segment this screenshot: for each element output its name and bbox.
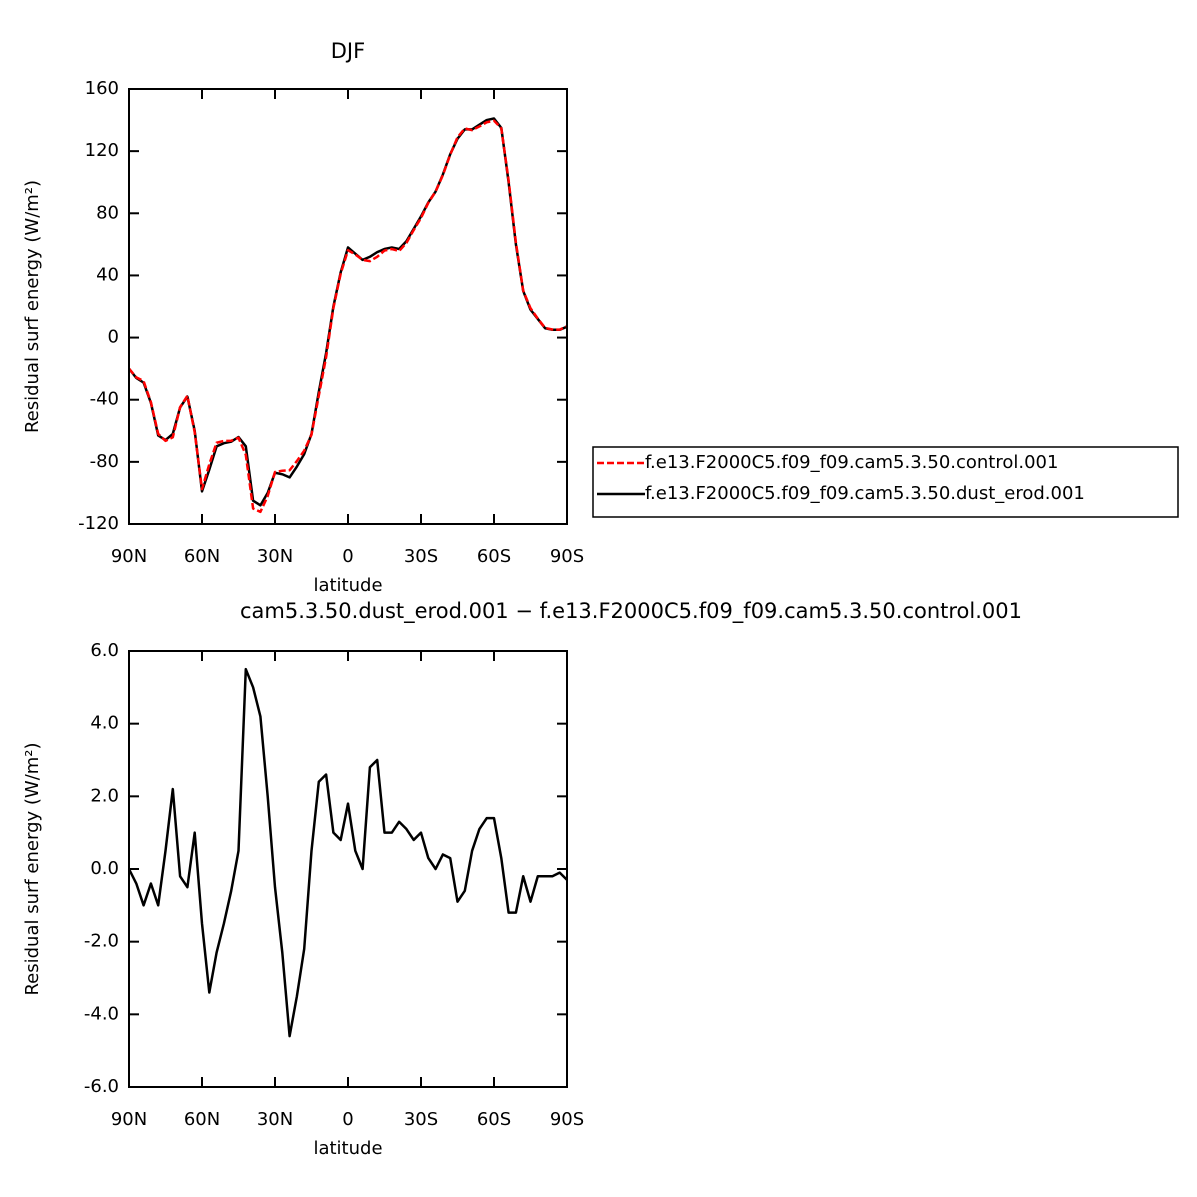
legend-box bbox=[592, 446, 1179, 518]
y-tick-label: -6.0 bbox=[84, 1076, 119, 1097]
x-tick-label: 90N bbox=[111, 546, 147, 567]
x-tick-label: 60S bbox=[477, 1109, 511, 1130]
data-line bbox=[127, 667, 568, 1038]
y-axis-label: Residual surf energy (W/m²) bbox=[22, 180, 43, 433]
y-tick-label: 2.0 bbox=[90, 785, 119, 806]
x-tick-label: 0 bbox=[342, 1109, 353, 1130]
x-tick-label: 60N bbox=[184, 546, 220, 567]
legend-label: f.e13.F2000C5.f09_f09.cam5.3.50.control.… bbox=[645, 452, 1058, 473]
plot-frame bbox=[128, 88, 568, 525]
x-tick-label: 90N bbox=[111, 1109, 147, 1130]
data-line bbox=[128, 117, 568, 507]
x-tick-label: 30S bbox=[404, 546, 438, 567]
y-tick-label: -4.0 bbox=[84, 1003, 119, 1024]
x-tick-label: 30N bbox=[257, 1109, 293, 1130]
chart-title: cam5.3.50.dust_erod.001 − f.e13.F2000C5.… bbox=[240, 599, 1022, 624]
x-tick-label: 0 bbox=[342, 546, 353, 567]
y-tick-label: 120 bbox=[85, 140, 119, 161]
x-axis-label: latitude bbox=[313, 1138, 382, 1159]
y-tick-label: -2.0 bbox=[84, 931, 119, 952]
y-axis-label: Residual surf energy (W/m²) bbox=[22, 742, 43, 995]
y-tick-label: 40 bbox=[96, 264, 119, 285]
x-tick-label: 30S bbox=[404, 1109, 438, 1130]
data-line bbox=[128, 119, 568, 514]
y-tick-label: -120 bbox=[78, 513, 119, 534]
x-tick-label: 60N bbox=[184, 1109, 220, 1130]
legend-label: f.e13.F2000C5.f09_f09.cam5.3.50.dust_ero… bbox=[645, 483, 1085, 504]
x-tick-label: 90S bbox=[550, 546, 584, 567]
x-tick-label: 90S bbox=[550, 1109, 584, 1130]
x-tick-label: 30N bbox=[257, 546, 293, 567]
y-tick-label: 4.0 bbox=[90, 713, 119, 734]
x-axis-label: latitude bbox=[313, 575, 382, 596]
plot-frame bbox=[128, 650, 568, 1088]
y-tick-label: 160 bbox=[85, 78, 119, 99]
y-tick-label: -40 bbox=[90, 389, 119, 410]
y-tick-label: 80 bbox=[96, 202, 119, 223]
x-tick-label: 60S bbox=[477, 546, 511, 567]
y-tick-label: 6.0 bbox=[90, 640, 119, 661]
y-tick-label: -80 bbox=[90, 451, 119, 472]
y-tick-label: 0.0 bbox=[90, 858, 119, 879]
chart-title: DJF bbox=[331, 39, 365, 63]
y-tick-label: 0 bbox=[108, 327, 119, 348]
